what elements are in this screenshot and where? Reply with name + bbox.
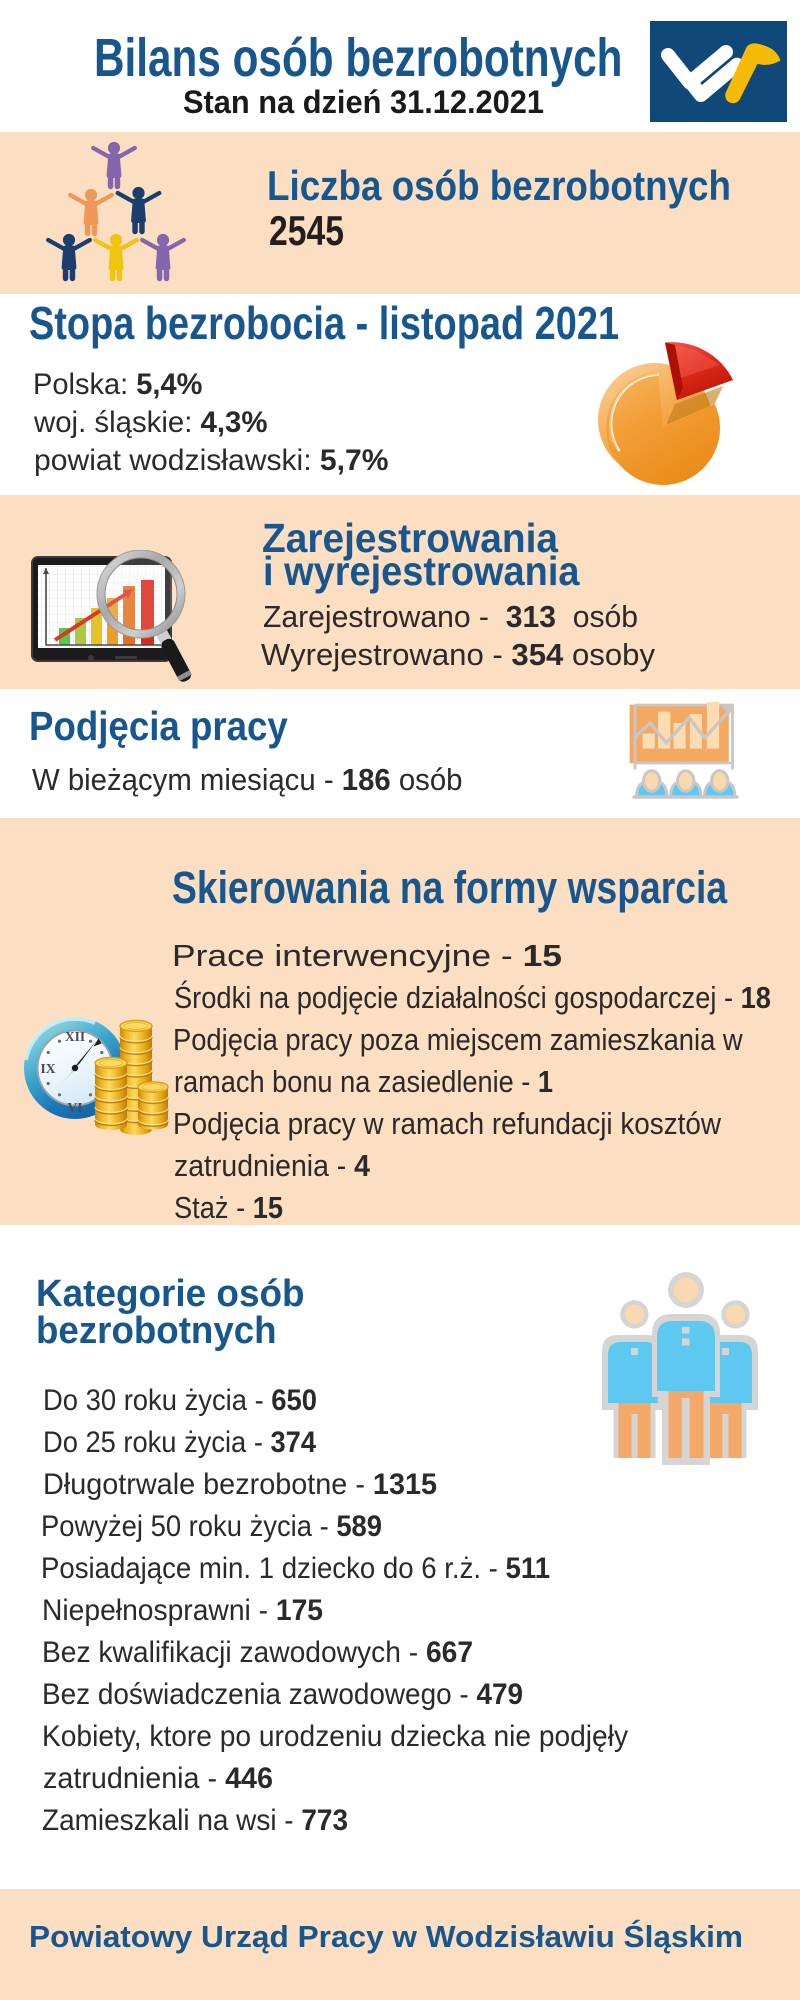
svg-text:XII: XII [65,1029,85,1044]
svg-text:IX: IX [40,1061,55,1076]
svg-text:VI: VI [67,1100,82,1115]
